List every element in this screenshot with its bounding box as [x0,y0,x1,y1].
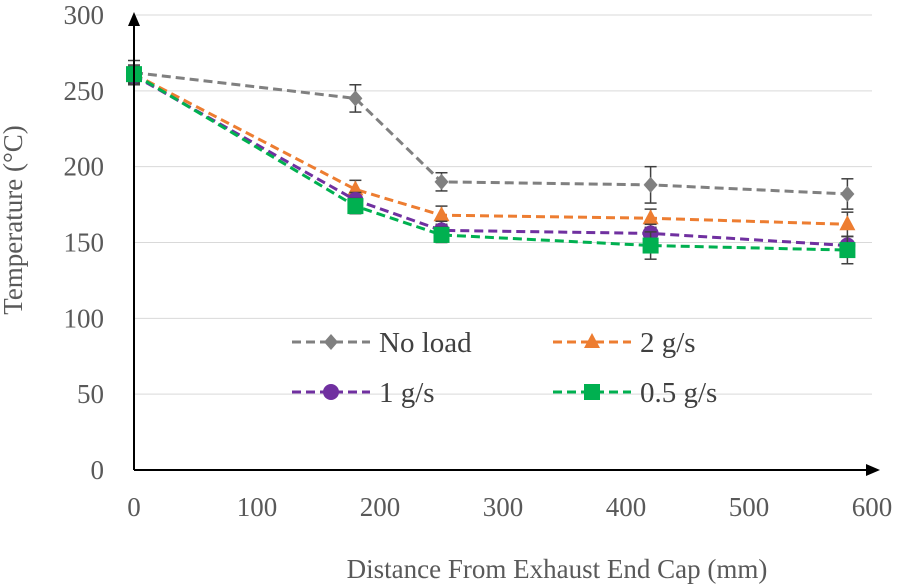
y-tick-label: 50 [77,379,104,409]
data-point [840,185,855,202]
y-tick-label: 250 [64,76,105,106]
data-point [434,173,449,190]
data-point [643,176,658,193]
x-tick-label: 500 [729,492,770,522]
x-tick-label: 200 [360,492,401,522]
legend-item: 2 g/s [553,327,696,359]
legend-marker-icon [324,334,338,350]
legend-item: 0.5 g/s [553,377,717,409]
x-tick-label: 600 [852,492,893,522]
axes [128,12,880,476]
y-tick-label: 150 [64,228,105,258]
data-point [347,198,364,215]
y-tick-label: 100 [64,303,105,333]
y-tick-label: 300 [64,0,105,30]
series-line [133,74,848,248]
legend-label: No load [379,327,472,359]
data-point [642,209,659,225]
data-point [348,90,363,107]
x-tick-label: 0 [127,492,141,522]
x-tick-label: 400 [606,492,647,522]
y-axis-title: Temperature (°C) [0,125,28,315]
x-axis-arrow-icon [866,464,880,476]
legend: No load 2 g/s 1 g/s 0.5 g/s [292,327,717,409]
x-axis-title: Distance From Exhaust End Cap (mm) [347,554,768,584]
tick-labels: 0 50 100 150 200 250 300 0 100 200 300 400 500 600 [64,0,893,522]
data-point [347,180,364,196]
series-0-5-g-s [126,65,856,265]
x-tick-label: 300 [483,492,524,522]
x-tick-label: 100 [237,492,278,522]
y-axis-arrow-icon [128,12,140,26]
legend-label: 1 g/s [379,377,435,409]
data-point [839,242,856,259]
data-point [433,206,450,222]
legend-marker-icon [323,384,339,400]
legend-item: No load [292,327,472,359]
legend-item: 1 g/s [292,377,435,409]
legend-marker-icon [584,333,600,348]
series-line [133,72,848,226]
grid-lines [134,14,872,395]
y-tick-label: 0 [91,455,105,485]
data-point [433,226,450,243]
y-tick-label: 200 [64,152,105,182]
series-line [133,72,848,252]
series-1-g-s [126,67,856,256]
legend-label: 2 g/s [640,327,696,359]
data-point [839,215,856,231]
legend-marker-icon [584,384,600,400]
plot-area [126,59,856,265]
legend-label: 0.5 g/s [640,377,717,409]
data-point [642,237,659,254]
